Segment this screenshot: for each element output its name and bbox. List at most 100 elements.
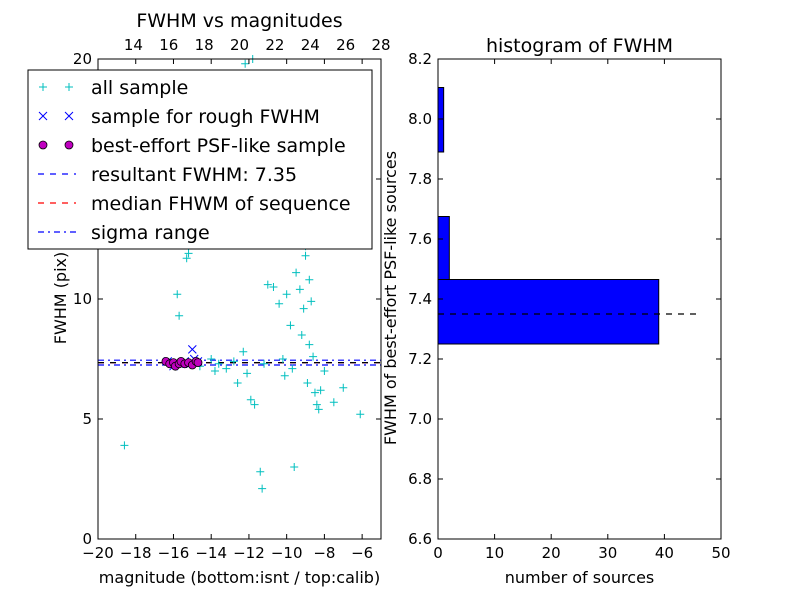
y-tick-label: 6.6 <box>408 530 432 548</box>
top-x-tick-label: 28 <box>371 36 390 54</box>
legend: all sample sample for rough FWHM best-effo… <box>27 69 373 250</box>
all-sample-point <box>239 347 248 356</box>
all-sample-point <box>297 331 306 339</box>
all-sample-point <box>312 400 321 409</box>
left-y-axis-label: FWHM (pix) <box>51 252 70 345</box>
all-sample-point <box>309 352 318 361</box>
x-tick-label: 20 <box>542 544 561 562</box>
x-tick-label: −16 <box>158 544 190 562</box>
all-sample-point <box>280 371 289 380</box>
y-tick-label: 10 <box>73 290 92 308</box>
all-sample-point <box>229 357 238 366</box>
right-y-axis-label: FWHM of best-effort PSF-like sources <box>381 151 400 445</box>
all-sample-point <box>246 395 255 404</box>
y-tick-label: 7.6 <box>408 230 432 248</box>
all-sample-point <box>282 290 291 299</box>
all-sample-point <box>182 254 191 263</box>
y-tick-label: 20 <box>73 50 92 68</box>
legend-label: sample for rough FWHM <box>91 106 320 128</box>
all-sample-point <box>301 251 310 260</box>
left-x-axis-label: magnitude (bottom:isnt / top:calib) <box>99 568 380 587</box>
all-sample-point <box>222 364 231 373</box>
legend-marker <box>65 83 73 91</box>
top-x-tick-label: 16 <box>159 36 178 54</box>
all-sample-point <box>214 359 223 368</box>
legend-marker <box>38 111 48 121</box>
top-x-tick-label: 24 <box>301 36 320 54</box>
x-tick-label: −8 <box>313 544 335 562</box>
x-tick-label: 50 <box>711 544 730 562</box>
all-sample-point <box>275 299 284 308</box>
x-tick-label: −10 <box>271 544 303 562</box>
all-sample-point <box>278 355 287 363</box>
legend-marker <box>39 83 47 91</box>
x-tick-label: −18 <box>120 544 152 562</box>
all-sample-point <box>290 463 299 471</box>
histogram-bar <box>437 87 445 153</box>
top-x-tick-label: 20 <box>230 36 249 54</box>
legend-label: sigma range <box>91 222 210 244</box>
all-sample-point <box>256 467 265 476</box>
all-sample-point <box>263 280 272 289</box>
y-tick-label: 7.0 <box>408 410 432 428</box>
legend-marker <box>64 140 74 150</box>
all-sample-point <box>250 400 259 409</box>
all-sample-point <box>307 297 316 306</box>
all-sample-point <box>260 359 269 368</box>
x-tick-label: 30 <box>598 544 617 562</box>
legend-label: median FHWM of sequence <box>91 193 351 215</box>
right-chart-title: histogram of FWHM <box>486 35 673 57</box>
all-sample-point <box>295 285 304 294</box>
all-sample-point <box>175 311 184 320</box>
x-tick-label: −12 <box>233 544 265 562</box>
y-tick-label: 8.0 <box>408 110 432 128</box>
all-sample-point <box>286 321 295 330</box>
all-sample-point <box>288 364 297 373</box>
legend-label: best-effort PSF-like sample <box>91 135 346 157</box>
psf-like-point <box>193 358 203 368</box>
top-x-tick-label: 26 <box>336 36 355 54</box>
all-sample-point <box>120 441 129 450</box>
all-sample-point <box>305 275 314 284</box>
left-scatter-panel: −20 −18 −16 −14 −12 −10 −8 −6 14 16 18 20 22 24 26 28 0 5… <box>27 10 391 587</box>
x-tick-label: 10 <box>485 544 504 562</box>
all-sample-point <box>305 340 314 349</box>
x-tick-label: −20 <box>82 544 114 562</box>
all-sample-point <box>241 59 250 68</box>
all-sample-point <box>184 249 193 258</box>
all-sample-point <box>356 410 365 419</box>
y-tick-label: 7.4 <box>408 290 432 308</box>
x-tick-label: 40 <box>655 544 674 562</box>
all-sample-point <box>314 405 323 414</box>
left-chart-title: FWHM vs magnitudes <box>136 10 342 32</box>
all-sample-point <box>299 304 308 313</box>
x-tick-label: 0 <box>433 544 443 562</box>
legend-box <box>27 69 373 250</box>
all-sample-point <box>258 484 267 493</box>
all-sample-point <box>269 283 278 291</box>
legend-label: resultant FWHM: 7.35 <box>91 164 297 186</box>
y-tick-label: 0 <box>82 530 92 548</box>
all-sample-point <box>292 268 301 277</box>
y-tick-label: 8.2 <box>408 50 432 68</box>
x-tick-label: −6 <box>351 544 373 562</box>
top-x-tick-label: 14 <box>124 36 143 54</box>
top-x-tick-label: 22 <box>265 36 284 54</box>
all-sample-point <box>339 383 348 392</box>
rough-fwhm-point <box>187 345 197 354</box>
all-sample-point <box>233 379 242 387</box>
legend-marker <box>64 111 74 121</box>
y-tick-label: 7.2 <box>408 350 432 368</box>
legend-marker <box>38 140 48 150</box>
y-tick-label: 5 <box>82 410 92 428</box>
y-tick-label: 6.8 <box>408 470 432 488</box>
all-sample-point <box>320 367 329 375</box>
all-sample-point <box>316 386 325 395</box>
all-sample-point <box>243 369 252 378</box>
all-sample-point <box>329 398 338 407</box>
legend-label: all sample <box>91 77 188 99</box>
all-sample-point <box>303 379 312 387</box>
all-sample-point <box>173 290 182 299</box>
x-tick-label: −14 <box>195 544 227 562</box>
